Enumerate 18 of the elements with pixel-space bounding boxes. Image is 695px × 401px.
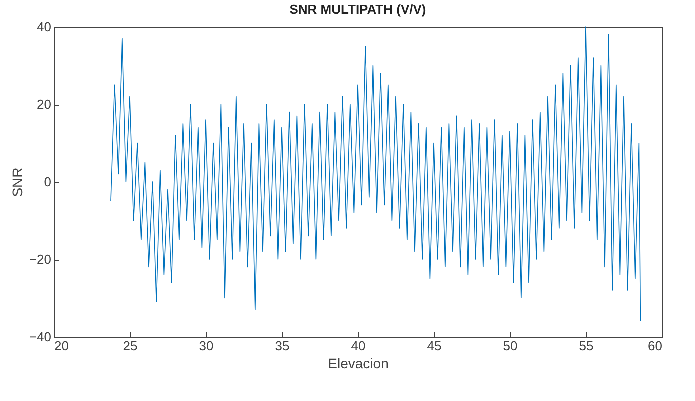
x-tick-label: 20: [54, 338, 69, 354]
x-tick-label: 25: [123, 338, 138, 354]
y-tick-label: 20: [37, 97, 52, 112]
y-tick-label: 0: [44, 174, 52, 190]
x-tick-label: 40: [351, 338, 366, 354]
y-tick-label: −20: [29, 252, 52, 267]
x-tick-label: 60: [648, 338, 662, 354]
y-axis-title: SNR: [9, 168, 26, 198]
y-tick-label: 40: [37, 20, 52, 34]
x-tick-label: 30: [199, 338, 214, 354]
x-tick-label: 50: [503, 338, 518, 354]
chart-title: SNR MULTIPATH (V/V): [290, 2, 426, 17]
line-series: [110, 26, 642, 322]
x-tick-label: 35: [275, 338, 290, 354]
y-tick-label: −40: [29, 330, 52, 344]
x-axis-title: Elevacion: [328, 356, 389, 372]
x-tick-label: 45: [427, 338, 442, 354]
x-tick-label: 55: [579, 338, 594, 354]
